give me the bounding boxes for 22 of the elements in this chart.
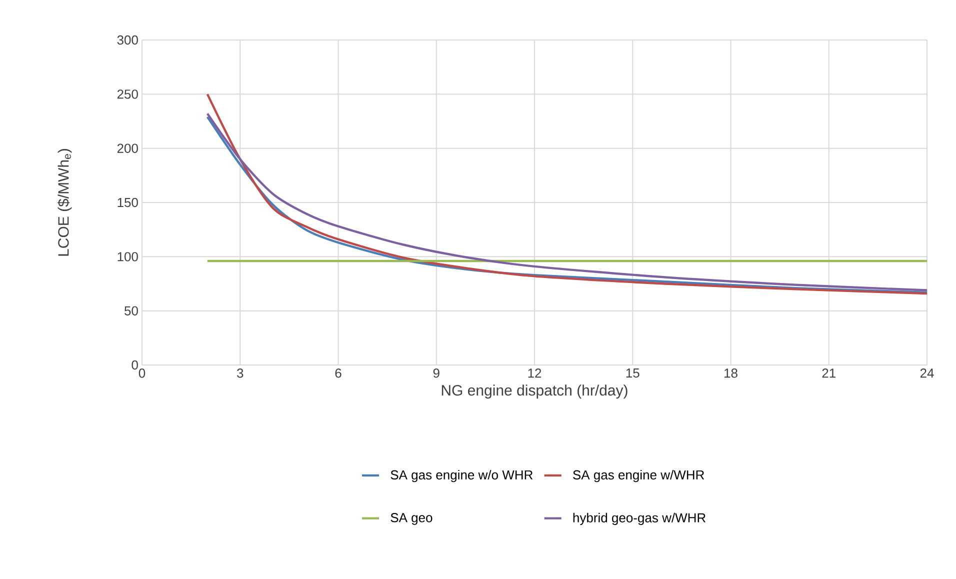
legend-label: SA gas engine w/o WHR [390, 470, 533, 482]
x-tick-label: 12 [528, 368, 542, 378]
x-tick-label: 15 [626, 368, 640, 378]
x-axis-title: NG engine dispatch (hr/day) [442, 384, 628, 399]
x-tick-label: 18 [724, 368, 738, 378]
y-axis-title: LCOE ($/MWh$_{e}$) [58, 149, 72, 256]
legend-label: hybrid geo-gas w/WHR [573, 512, 706, 525]
x-tick-label: 21 [822, 368, 836, 378]
y-tick-label: 50 [124, 306, 138, 316]
x-tick-label: 3 [237, 368, 244, 378]
y-tick-label: 200 [117, 144, 138, 153]
x-tick-label: 9 [433, 368, 440, 378]
x-tick-label: 6 [335, 368, 342, 378]
x-tick-label: 0 [138, 368, 146, 378]
y-tick-label: 100 [118, 252, 138, 262]
legend-label: SA gas engine w/WHR [573, 470, 704, 482]
y-tick-label: 250 [117, 90, 138, 99]
x-tick-label: 24 [920, 368, 934, 378]
y-tick-label: 150 [118, 198, 138, 208]
legend-label: SA geo [390, 513, 432, 525]
y-tick-label: 300 [117, 35, 138, 45]
y-tick-label: 0 [132, 360, 138, 370]
